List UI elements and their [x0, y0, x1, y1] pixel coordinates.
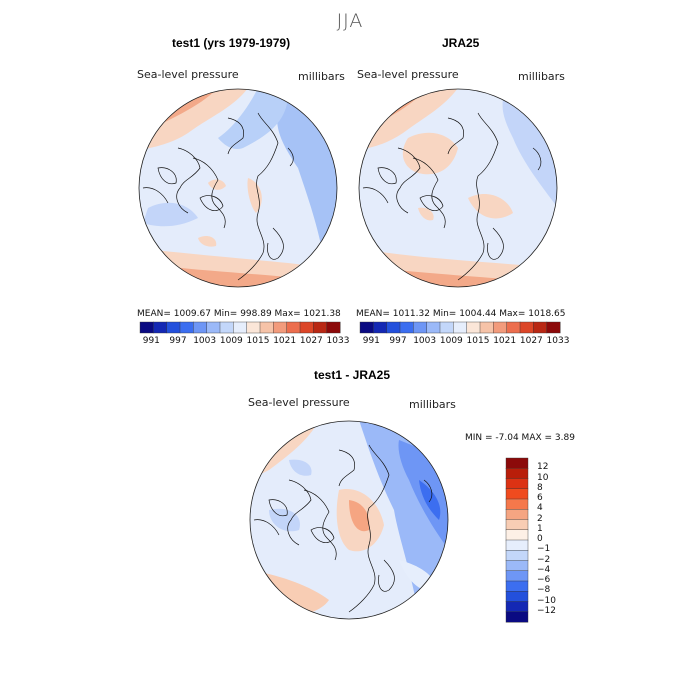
colorbar-swatch — [233, 321, 248, 334]
colorbar-swatch — [479, 321, 494, 334]
colorbar-swatch — [505, 519, 529, 531]
colorbar-swatch — [505, 488, 529, 500]
colorbar-tick-label: −10 — [537, 595, 556, 606]
panel-title-difference: test1 - JRA25 — [314, 368, 391, 382]
colorbar-swatch — [386, 321, 401, 334]
colorbar-tick-label: 997 — [389, 336, 407, 346]
colorbar-tick-label: 4 — [537, 503, 543, 514]
colorbar-tick-label: 991 — [362, 336, 380, 346]
colorbar-tick-label: 991 — [142, 336, 160, 346]
colorbar-swatch — [439, 321, 454, 334]
colorbar-swatch — [505, 498, 529, 510]
polar-map-difference — [249, 420, 449, 620]
variable-label-jra25: Sea-level pressure — [357, 68, 459, 81]
colorbar-swatch — [359, 321, 374, 334]
colorbar-tick-label: −2 — [537, 554, 551, 565]
stats-jra25: MEAN= 1011.32 Min= 1004.44 Max= 1018.65 — [356, 309, 566, 319]
colorbar-swatch — [505, 478, 529, 490]
colorbar-test1 — [139, 321, 341, 334]
colorbar-tick-label: 1021 — [273, 336, 297, 346]
variable-label-difference: Sea-level pressure — [248, 396, 350, 409]
colorbar-tick-label: −8 — [537, 585, 551, 596]
colorbar-difference — [505, 457, 529, 623]
colorbar-swatch — [519, 321, 534, 334]
colorbar-swatch — [299, 321, 314, 334]
colorbar-swatch — [505, 550, 529, 562]
colorbar-tick-label: −6 — [537, 575, 551, 585]
colorbar-tick-label: 1009 — [219, 336, 243, 346]
colorbar-tick-label: 1003 — [193, 336, 217, 346]
colorbar-tick-label: 1015 — [466, 336, 490, 346]
panel-title-test1: test1 (yrs 1979-1979) — [172, 36, 291, 50]
figure-title: JJA — [336, 10, 364, 32]
colorbar-tick-label: 1027 — [519, 336, 543, 346]
colorbar-tick-label: 1033 — [326, 336, 350, 346]
stats-test1: MEAN= 1009.67 Min= 998.89 Max= 1021.38 — [137, 309, 341, 319]
colorbar-jra25 — [359, 321, 561, 334]
colorbar-swatch — [273, 321, 288, 334]
colorbar-swatch — [505, 591, 529, 603]
colorbar-swatch — [246, 321, 261, 334]
variable-label-test1: Sea-level pressure — [137, 68, 239, 81]
colorbar-tick-label: 8 — [537, 482, 543, 493]
colorbar-tick-label: −4 — [537, 564, 551, 575]
colorbar-swatch — [426, 321, 441, 334]
colorbar-tick-label: 2 — [537, 513, 543, 524]
colorbar-swatch — [505, 529, 529, 541]
panel-title-jra25: JRA25 — [442, 36, 480, 50]
colorbar-swatch — [505, 611, 529, 623]
colorbar-swatch — [313, 321, 328, 334]
colorbar-swatch — [505, 468, 529, 480]
colorbar-tick-label: −1 — [537, 544, 551, 555]
colorbar-swatch — [546, 321, 561, 334]
colorbar-tick-label: 6 — [537, 493, 543, 503]
colorbar-swatch — [506, 321, 521, 334]
colorbar-swatch — [206, 321, 221, 334]
stats-difference: MIN = -7.04 MAX = 3.89 — [465, 433, 575, 443]
colorbar-tick-label: 1003 — [413, 336, 437, 346]
units-label-jra25: millibars — [518, 70, 565, 83]
colorbar-tick-label: 1015 — [246, 336, 270, 346]
colorbar-swatch — [533, 321, 548, 334]
colorbar-tick-label: 1021 — [493, 336, 517, 346]
colorbar-swatch — [505, 570, 529, 582]
colorbar-swatch — [259, 321, 274, 334]
colorbar-swatch — [453, 321, 468, 334]
colorbar-swatch — [505, 457, 529, 469]
colorbar-tick-label: 1 — [537, 523, 543, 534]
colorbar-swatch — [179, 321, 194, 334]
colorbar-swatch — [286, 321, 301, 334]
colorbar-swatch — [505, 539, 529, 551]
colorbar-tick-label: 1027 — [299, 336, 323, 346]
colorbar-tick-label: −12 — [537, 605, 556, 616]
colorbar-swatch — [505, 580, 529, 592]
colorbar-swatch — [505, 509, 529, 521]
colorbar-swatch — [193, 321, 208, 334]
colorbar-swatch — [139, 321, 154, 334]
colorbar-swatch — [413, 321, 428, 334]
colorbar-swatch — [493, 321, 508, 334]
colorbar-tick-label: 1033 — [546, 336, 570, 346]
polar-map-jra25 — [358, 88, 558, 288]
colorbar-swatch — [466, 321, 481, 334]
colorbar-tick-label: 10 — [537, 472, 549, 483]
units-label-test1: millibars — [298, 70, 345, 83]
colorbar-swatch — [505, 560, 529, 572]
colorbar-swatch — [166, 321, 181, 334]
colorbar-swatch — [219, 321, 234, 334]
colorbar-tick-label: 997 — [169, 336, 187, 346]
colorbar-tick-label: 1009 — [439, 336, 463, 346]
colorbar-swatch — [326, 321, 341, 334]
colorbar-swatch — [399, 321, 414, 334]
colorbar-tick-label: 0 — [537, 534, 543, 544]
colorbar-swatch — [505, 601, 529, 613]
colorbar-swatch — [373, 321, 388, 334]
colorbar-swatch — [153, 321, 168, 334]
colorbar-tick-label: 12 — [537, 462, 549, 473]
units-label-difference: millibars — [409, 398, 456, 411]
polar-map-test1 — [138, 88, 338, 288]
